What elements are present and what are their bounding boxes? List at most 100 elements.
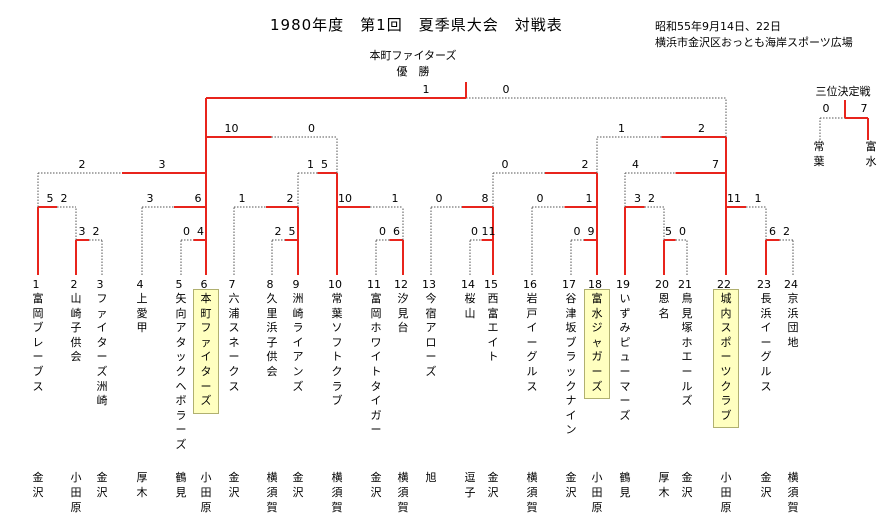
score-qf-4-right: 7: [712, 158, 719, 171]
score-qf-2-left: 1: [307, 158, 314, 171]
team-number: 1: [32, 278, 40, 291]
team-number: 3: [96, 278, 104, 291]
team-location: 横須賀: [526, 471, 538, 514]
team-location: 金沢: [681, 471, 693, 499]
team-name: 汐見台: [397, 292, 409, 335]
team-number: 16: [523, 278, 537, 291]
team-name: 京浜団地: [787, 292, 799, 349]
highlight-box: [584, 289, 610, 400]
score-m14-15-right: 11: [481, 225, 496, 238]
score-m23-24-left: 6: [769, 225, 776, 238]
score-m23-24-right: 2: [783, 225, 790, 238]
team-number: 10: [328, 278, 342, 291]
team-name: 久里浜子供会: [266, 292, 278, 378]
team-name: 西富エイト: [487, 292, 499, 364]
score-r2-1-left: 5: [46, 192, 54, 205]
team-location: 逗子: [464, 471, 476, 499]
team-name: 桜 山: [464, 292, 487, 320]
score-m5-6-right: 4: [197, 225, 204, 238]
team-location: 小田原: [720, 471, 732, 514]
score-r2-8-right: 1: [754, 192, 762, 205]
team-name: 岩戸イーグルス: [526, 292, 538, 393]
team-number: 7: [228, 278, 236, 291]
score-r2-3-left: 1: [238, 192, 246, 205]
team-location: 金沢: [487, 471, 499, 499]
score-m17-18-right: 9: [587, 225, 595, 238]
team-number: 4: [136, 278, 144, 291]
team-number: 22: [717, 278, 731, 291]
score-r2-4-left: 10: [338, 192, 352, 205]
champion-label: 優 勝: [396, 65, 430, 78]
score-qf-3-right: 2: [581, 158, 589, 171]
score-m20-21-left: 5: [665, 225, 672, 238]
score-r2-6-right: 1: [585, 192, 593, 205]
team-number: 12: [394, 278, 408, 291]
team-number: 13: [422, 278, 436, 291]
team-location: 小田原: [70, 471, 82, 514]
team-name: いずみピューマーズ: [619, 292, 631, 422]
team-name: 六浦スネークス: [228, 292, 240, 393]
third-place-left-team: 常葉: [813, 140, 825, 168]
score-sf-1-right: 0: [308, 122, 315, 135]
third-place-right-score: 7: [860, 102, 868, 115]
team-name: 矢向アタックヘボラーズ: [175, 292, 187, 451]
team-location: 金沢: [565, 471, 577, 499]
score-r2-1-right: 2: [60, 192, 68, 205]
score-m5-6-left: 0: [183, 225, 190, 238]
team-number: 18: [588, 278, 602, 291]
team-number: 23: [757, 278, 771, 291]
score-qf-4-left: 4: [632, 158, 639, 171]
tournament-date: 昭和55年9月14日、22日: [655, 20, 781, 33]
team-number: 9: [292, 278, 300, 291]
team-name: 洲崎ライアンズ: [292, 292, 304, 393]
team-name: 富岡ホワイトタイガー: [370, 292, 382, 437]
team-number: 17: [562, 278, 576, 291]
team-number: 20: [655, 278, 669, 291]
score-m2-3-left: 3: [78, 225, 86, 238]
team-location: 金沢: [32, 471, 44, 499]
score-r2-7-right: 2: [648, 192, 655, 205]
team-location: 小田原: [200, 471, 212, 514]
team-name: 山崎子供会: [70, 292, 82, 364]
score-qf-2-right: 5: [321, 158, 328, 171]
third-place-label: 三位決定戦: [815, 85, 871, 98]
team-location: 金沢: [292, 471, 304, 499]
score-r2-2-left: 3: [146, 192, 154, 205]
team-name: 常葉ソフトクラブ: [331, 292, 343, 408]
score-m11-12-right: 6: [393, 225, 400, 238]
score-r2-5-right: 8: [481, 192, 489, 205]
champion-team: 本町ファイターズ: [369, 49, 457, 62]
team-number: 15: [484, 278, 498, 291]
team-location: 横須賀: [787, 471, 799, 514]
team-name: 鳥見塚ホエールズ: [681, 292, 693, 408]
score-r2-4-right: 1: [391, 192, 399, 205]
score-r2-2-right: 6: [194, 192, 202, 205]
score-m8-9-right: 5: [288, 225, 296, 238]
team-number: 6: [200, 278, 208, 291]
highlight-box: [193, 289, 219, 414]
team-name: ファイターズ洲崎: [96, 292, 108, 408]
score-r2-8-left: 11: [727, 192, 741, 205]
team-number: 8: [266, 278, 274, 291]
score-sf-2-left: 1: [618, 122, 625, 135]
score-r2-7-left: 3: [634, 192, 641, 205]
team-name: 谷津坂ブラックナイン: [565, 292, 577, 437]
team-location: 厚木: [136, 471, 148, 499]
team-name: 富岡ブレーブス: [32, 292, 44, 393]
team-location: 鶴見: [619, 471, 631, 499]
score-qf-1-left: 2: [78, 158, 86, 171]
score-m8-9-left: 2: [274, 225, 282, 238]
team-number: 14: [461, 278, 475, 291]
score-r2-5-left: 0: [435, 192, 443, 205]
team-location: 横須賀: [397, 471, 409, 514]
score-m14-15-left: 0: [471, 225, 478, 238]
team-number: 19: [616, 278, 630, 291]
team-number: 5: [175, 278, 183, 291]
team-name: 上愛甲: [136, 292, 148, 335]
score-m17-18-left: 0: [573, 225, 581, 238]
score-final-left: 1: [422, 83, 430, 96]
team-name: 本町ファイターズ: [200, 292, 212, 408]
third-place-left-score: 0: [822, 102, 830, 115]
team-number: 21: [678, 278, 692, 291]
